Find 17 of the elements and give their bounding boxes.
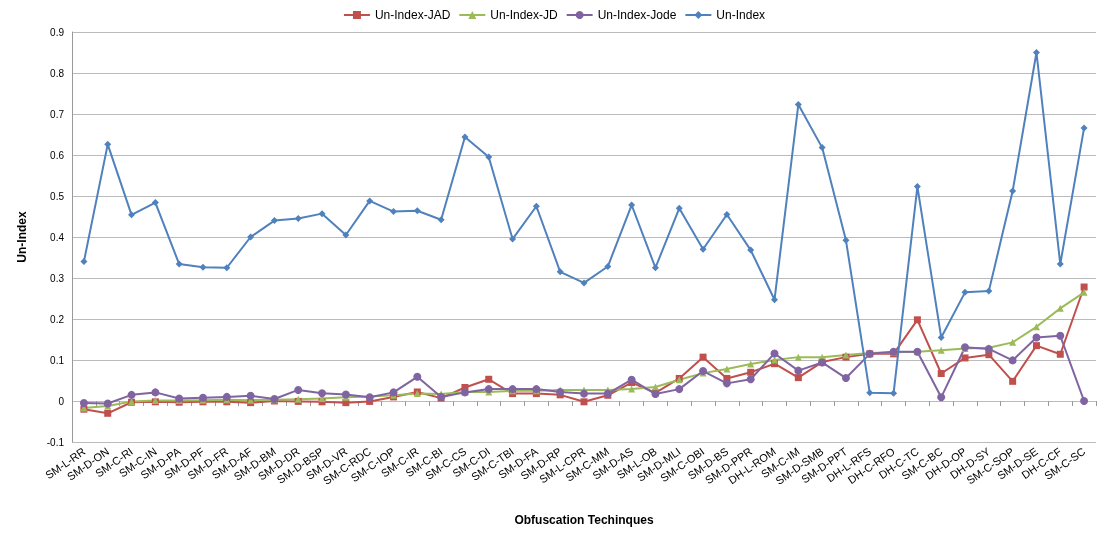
y-tick-label: 0.5 [50,190,65,202]
y-tick-label: 0 [58,395,65,407]
y-tick-label: 0.1 [50,354,65,366]
y-tick-label: 0.6 [50,149,65,161]
y-tick-label: 0.2 [50,313,65,325]
legend-label: Un-Index-Jode [597,8,677,22]
y-tick-label: 0.4 [50,231,65,243]
legend-label: Un-Index-JD [490,8,558,22]
y-tick-label: 0.9 [50,26,65,38]
x-axis-title: Obfuscation Techinques [514,513,654,527]
y-tick-label: 0.7 [50,108,65,120]
legend-label: Un-Index-JAD [374,8,451,22]
y-tick-label: -0.1 [46,436,65,448]
legend-label: Un-Index [716,8,766,22]
y-tick-label: 0.8 [50,67,65,79]
y-axis-title: Un-Index [15,211,29,263]
y-tick-label: 0.3 [50,272,65,284]
